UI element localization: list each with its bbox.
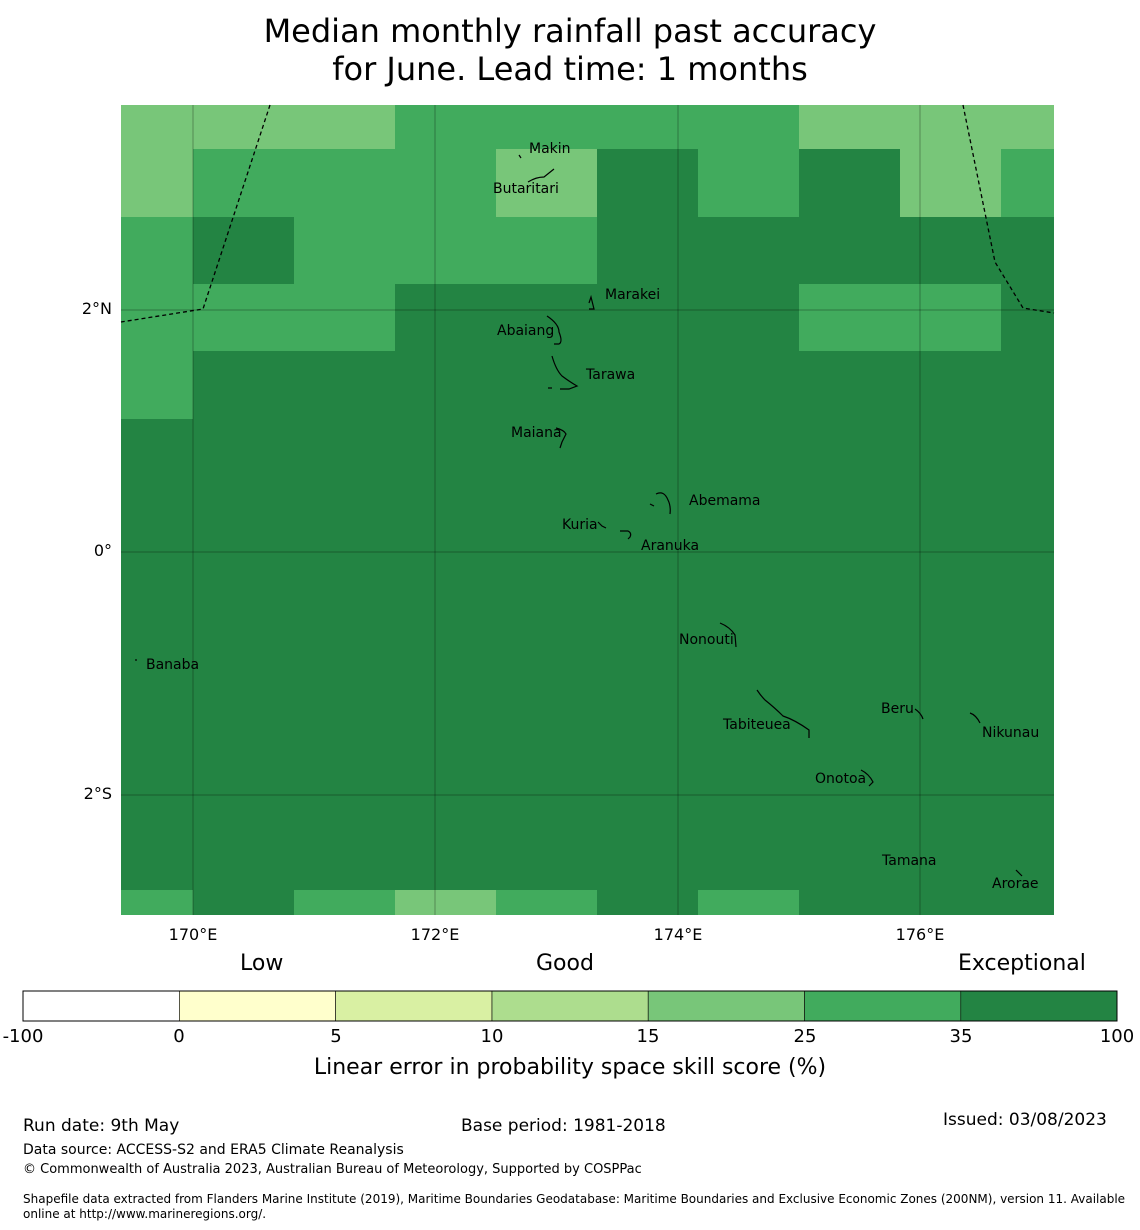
lat-label-0: 0°	[93, 541, 112, 560]
shapefile-credit-line2: online at http://www.marineregions.org/.	[23, 1207, 267, 1221]
place-label-beru: Beru	[881, 701, 914, 717]
skill-cell	[698, 890, 799, 915]
colorbar-tick: 0	[173, 1026, 185, 1047]
skill-cell	[193, 149, 496, 217]
colorbar-category-good: Good	[536, 951, 594, 976]
skill-cell	[121, 105, 193, 217]
skill-cell	[121, 217, 193, 419]
colorbar-segment	[22, 990, 180, 1022]
eez-boundary	[120, 104, 1055, 323]
skill-cell	[1001, 149, 1054, 217]
colorbar-tick: 25	[793, 1026, 817, 1047]
colorbar-category-low: Low	[240, 951, 284, 976]
colorbar-tick: 15	[636, 1026, 660, 1047]
colorbar-tick: 10	[480, 1026, 504, 1047]
lat-label-2s: 2°S	[83, 784, 112, 803]
colorbar	[22, 990, 1118, 1022]
place-label-makin: Makin	[529, 141, 571, 157]
colorbar-category-exceptional: Exceptional	[958, 951, 1086, 976]
island-outlines	[135, 154, 1023, 877]
graticule	[121, 105, 1054, 915]
place-label-tabiteuea: Tabiteuea	[723, 717, 791, 733]
colorbar-segment	[647, 990, 805, 1022]
colorbar-segment	[960, 990, 1118, 1022]
place-label-kuria: Kuria	[562, 517, 598, 533]
place-label-butaritari: Butaritari	[493, 181, 559, 197]
skill-cell	[698, 149, 799, 217]
colorbar-tick: 100	[1099, 1026, 1135, 1047]
skill-cell	[496, 890, 597, 915]
colorbar-segment	[804, 990, 962, 1022]
place-label-maiana: Maiana	[511, 425, 562, 441]
skill-cell	[193, 284, 395, 351]
colorbar-segment	[179, 990, 336, 1022]
skill-cell	[193, 105, 395, 149]
colorbar-segment	[335, 990, 493, 1022]
skill-cell	[799, 105, 1054, 149]
place-label-aranuka: Aranuka	[641, 538, 700, 554]
colorbar-label: Linear error in probability space skill …	[313, 1055, 827, 1080]
place-label-onotoa: Onotoa	[815, 771, 867, 787]
skill-cell	[395, 890, 496, 915]
place-label-abaiang: Abaiang	[497, 323, 555, 339]
place-label-tarawa: Tarawa	[586, 367, 636, 383]
run-date: Run date: 9th May	[23, 1116, 180, 1136]
skill-cell	[294, 890, 395, 915]
skill-cell	[294, 217, 597, 284]
skill-cell	[496, 149, 597, 217]
place-label-banaba: Banaba	[146, 657, 200, 673]
data-source: Data source: ACCESS-S2 and ERA5 Climate …	[23, 1142, 404, 1158]
colorbar-segment	[491, 990, 649, 1022]
map-title-line2: for June. Lead time: 1 months	[332, 50, 808, 88]
skill-cell	[121, 890, 193, 915]
map-title-line1: Median monthly rainfall past accuracy	[263, 12, 877, 50]
issued-date: Issued: 03/08/2023	[943, 1110, 1107, 1130]
copyright: © Commonwealth of Australia 2023, Austra…	[23, 1162, 642, 1177]
place-label-arorae: Arorae	[992, 876, 1039, 892]
lon-label-174e: 174°E	[653, 925, 703, 944]
skill-cell	[395, 105, 799, 149]
colorbar-tick: 35	[949, 1026, 973, 1047]
skill-cell	[799, 284, 1001, 351]
lon-label-176e: 176°E	[895, 925, 945, 944]
lat-label-2n: 2°N	[81, 299, 112, 318]
shapefile-credit-line1: Shapefile data extracted from Flanders M…	[23, 1192, 1126, 1206]
colorbar-tick: -100	[2, 1026, 44, 1047]
base-period: Base period: 1981-2018	[461, 1116, 666, 1136]
place-label-tamana: Tamana	[882, 853, 937, 869]
lon-label-170e: 170°E	[168, 925, 218, 944]
skill-cell	[900, 149, 1001, 217]
place-label-nikunau: Nikunau	[982, 725, 1040, 741]
place-label-marakei: Marakei	[605, 287, 661, 303]
colorbar-tick: 5	[330, 1026, 342, 1047]
place-label-nonouti: Nonouti	[679, 632, 734, 648]
place-label-abemama: Abemama	[689, 493, 761, 509]
lon-label-172e: 172°E	[410, 925, 460, 944]
